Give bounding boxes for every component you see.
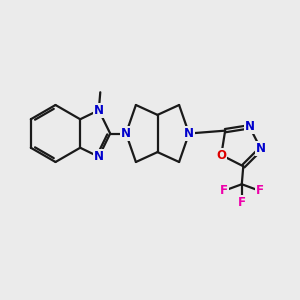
Text: N: N <box>94 104 104 117</box>
Text: N: N <box>94 150 104 163</box>
Text: F: F <box>220 184 228 197</box>
Text: N: N <box>184 127 194 140</box>
Text: F: F <box>238 196 246 209</box>
Text: N: N <box>256 142 266 155</box>
Text: O: O <box>216 148 226 161</box>
Text: F: F <box>256 184 264 197</box>
Text: N: N <box>121 127 131 140</box>
Text: N: N <box>244 120 254 133</box>
